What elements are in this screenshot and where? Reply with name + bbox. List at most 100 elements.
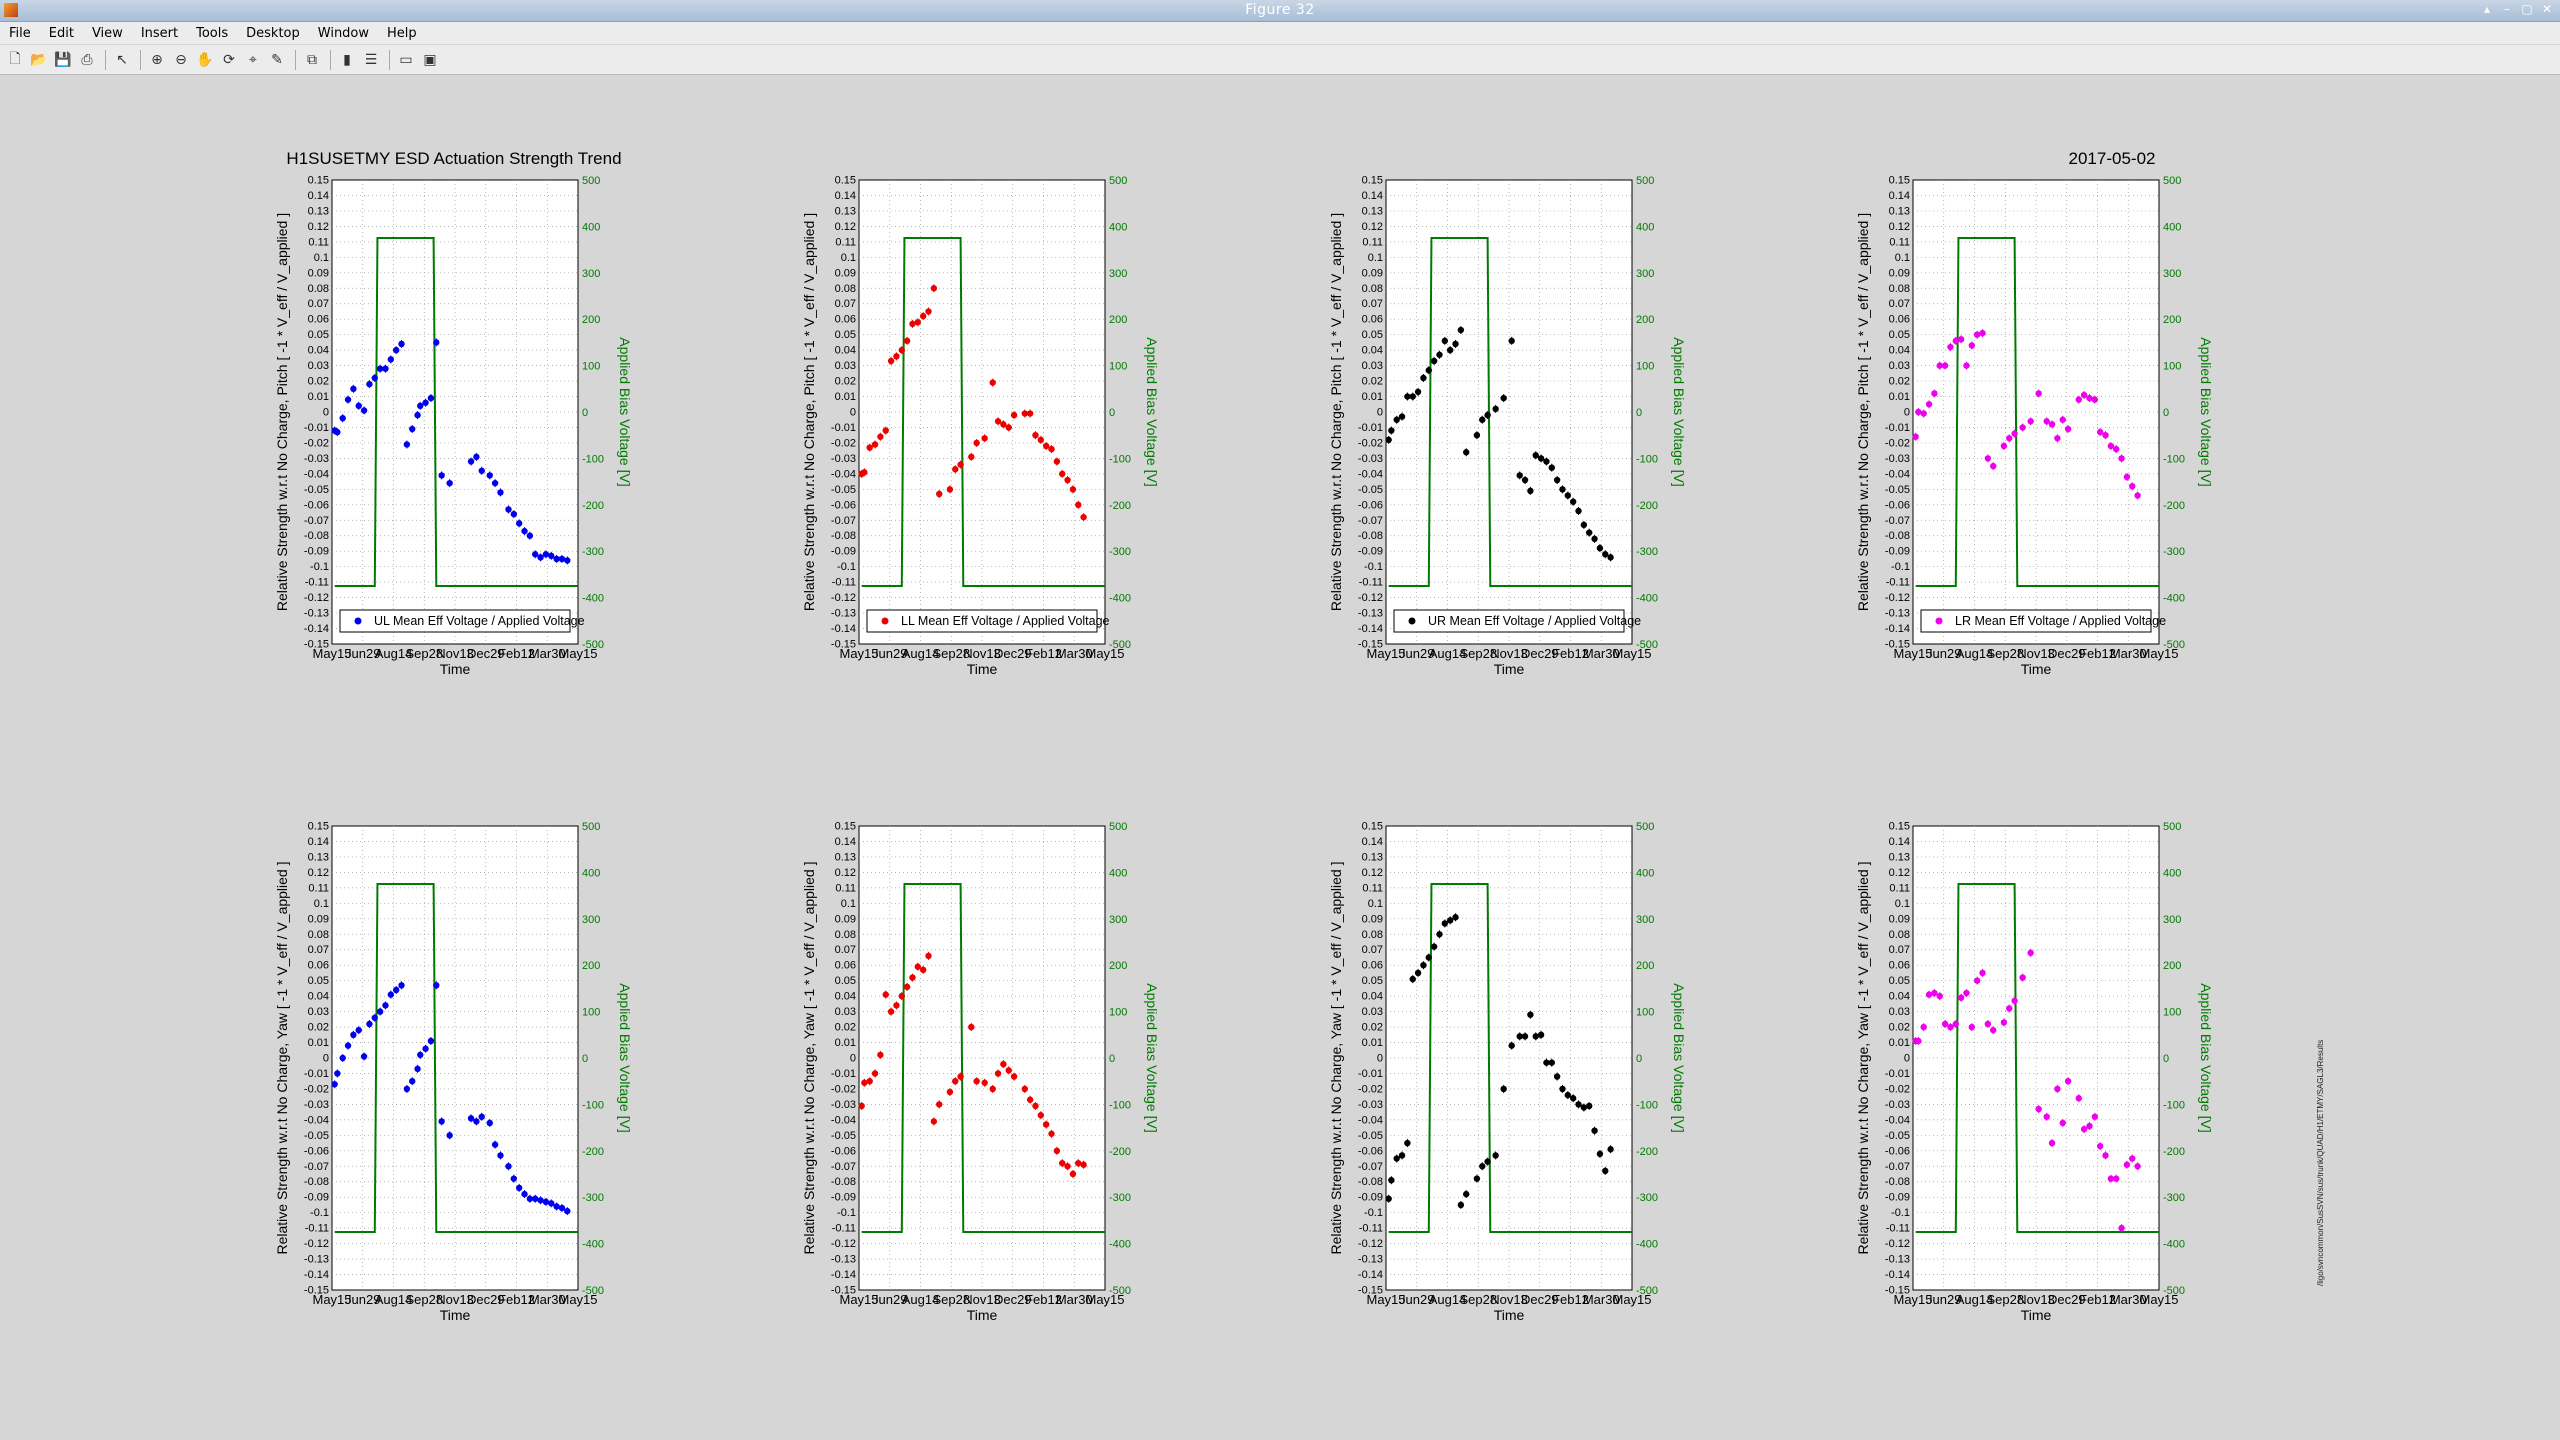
- legend-icon[interactable]: ☰: [364, 51, 378, 68]
- menu-insert[interactable]: Insert: [140, 25, 179, 41]
- y-tick-label: -0.04: [304, 468, 329, 480]
- print-icon[interactable]: ⎙: [81, 51, 93, 68]
- data-point: [1532, 452, 1539, 459]
- data-point: [1575, 507, 1582, 515]
- colorbar-icon[interactable]: ▮: [343, 51, 351, 68]
- data-point: [1586, 1102, 1593, 1110]
- x-tick-label: Feb12: [2079, 646, 2116, 661]
- menu-file[interactable]: File: [9, 25, 31, 41]
- x-tick-label: Feb12: [1025, 646, 1062, 661]
- menu-tools[interactable]: Tools: [196, 25, 229, 41]
- data-point: [478, 1113, 485, 1120]
- y-tick-label: 0.05: [835, 975, 856, 987]
- menu-bar: File Edit View Insert Tools Desktop Window Help: [0, 22, 2560, 44]
- data-point: [1484, 411, 1491, 419]
- data-point: [1957, 994, 1965, 1001]
- x-tick-label: Nov13: [436, 1292, 474, 1307]
- pointer-icon[interactable]: ↖: [116, 51, 128, 68]
- y-tick-label: 0.05: [308, 329, 329, 341]
- y-tick-label: -0.13: [831, 1254, 856, 1266]
- zoom-out-icon[interactable]: ⊖: [175, 51, 187, 68]
- y-tick-label: -0.02: [1885, 1083, 1910, 1095]
- data-point: [1591, 535, 1598, 543]
- y-tick-label: -0.07: [1358, 1161, 1383, 1173]
- minimize-icon[interactable]: –: [2504, 2, 2510, 16]
- y-tick-label: 0.07: [308, 944, 329, 956]
- zoom-in-icon[interactable]: ⊕: [151, 51, 163, 68]
- data-point: [1385, 436, 1392, 444]
- menu-desktop[interactable]: Desktop: [246, 25, 300, 41]
- x-axis-label: Time: [1494, 661, 1525, 677]
- data-point: [2102, 1152, 2109, 1159]
- data-cursor-icon[interactable]: ⌖: [249, 51, 257, 68]
- x-tick-label: Mar30: [2110, 1292, 2147, 1307]
- menu-edit[interactable]: Edit: [48, 25, 74, 41]
- data-point: [1048, 445, 1055, 453]
- new-figure-icon[interactable]: 🗋: [9, 50, 21, 67]
- y-tick-label: -0.04: [1358, 1114, 1383, 1126]
- y2-tick-label: -500: [1109, 1285, 1131, 1297]
- data-point: [2064, 425, 2072, 433]
- save-icon[interactable]: 💾: [54, 51, 72, 68]
- data-point: [1548, 464, 1555, 471]
- y2-tick-label: -200: [2163, 500, 2185, 512]
- data-point: [1053, 458, 1061, 465]
- rotate-icon[interactable]: ⟳: [223, 51, 235, 68]
- subplot-pitch-LR: 0.15 0.14 0.13 0.12 0.11 0.1 0.09 0.08 0.07 0.06 0…: [1855, 175, 2214, 678]
- data-point: [2027, 949, 2034, 957]
- maximize-icon[interactable]: ▢: [2521, 2, 2533, 16]
- show-tools-icon[interactable]: ▣: [423, 51, 437, 68]
- y-tick-label: -0.1: [837, 1207, 856, 1219]
- x-tick-label: Aug14: [902, 646, 940, 661]
- link-plot-icon[interactable]: ⧉: [307, 51, 317, 68]
- data-point: [382, 1002, 389, 1009]
- x-tick-label: Feb12: [1552, 1292, 1589, 1307]
- brush-icon[interactable]: ✎: [271, 51, 283, 68]
- y-tick-label: -0.12: [1358, 592, 1383, 604]
- data-point: [564, 557, 571, 564]
- x-axis-label: Time: [2021, 661, 2052, 677]
- pan-icon[interactable]: ✋: [196, 51, 214, 68]
- y-tick-label: -0.07: [1885, 515, 1910, 527]
- y-tick-label: 0.09: [835, 913, 856, 925]
- y-tick-label: -0.09: [304, 546, 329, 558]
- y2-tick-label: 100: [1109, 361, 1127, 373]
- data-point: [1947, 1023, 1954, 1031]
- y-tick-label: -0.02: [831, 1083, 856, 1095]
- y-tick-label: 0.11: [1362, 236, 1383, 248]
- data-point: [2113, 445, 2120, 453]
- y-tick-label: 0.14: [308, 836, 329, 848]
- data-point: [1936, 362, 1943, 369]
- y-tick-label: 0.14: [1362, 190, 1383, 202]
- x-tick-label: Sep28: [932, 646, 970, 661]
- hide-tools-icon[interactable]: ▭: [399, 51, 413, 68]
- menu-help[interactable]: Help: [387, 25, 417, 41]
- restore-icon[interactable]: ▴: [2483, 2, 2491, 16]
- data-point: [548, 1200, 555, 1207]
- window-controls: ▴ – ▢ ✕: [2480, 2, 2554, 16]
- close-icon[interactable]: ✕: [2541, 2, 2553, 16]
- data-point: [409, 1078, 416, 1085]
- y-tick-label: 0.03: [308, 360, 329, 372]
- x-tick-label: Feb12: [1025, 1292, 1062, 1307]
- data-point: [1947, 343, 1954, 351]
- y-tick-label: -0.12: [304, 1238, 329, 1250]
- data-point: [1452, 914, 1459, 921]
- menu-window[interactable]: Window: [317, 25, 370, 41]
- data-point: [339, 1054, 346, 1062]
- data-point: [376, 365, 384, 372]
- x-tick-label: Sep28: [405, 1292, 443, 1307]
- x-tick-label: Mar30: [529, 1292, 566, 1307]
- data-point: [1441, 337, 1449, 345]
- menu-view[interactable]: View: [91, 25, 123, 41]
- y-axis-label: Relative Strength w.r.t No Charge, Pitch…: [1328, 213, 1344, 611]
- x-tick-label: Sep28: [1986, 1292, 2024, 1307]
- y-tick-label: 0.1: [1895, 252, 1910, 264]
- data-point: [344, 396, 352, 403]
- y2-tick-label: -100: [2163, 453, 2185, 465]
- y-tick-label: -0.02: [1358, 437, 1383, 449]
- data-point: [2086, 394, 2093, 402]
- open-file-icon[interactable]: 📂: [30, 51, 48, 68]
- y-tick-label: -0.15: [1885, 1285, 1910, 1297]
- y2-tick-label: -300: [1636, 1192, 1658, 1204]
